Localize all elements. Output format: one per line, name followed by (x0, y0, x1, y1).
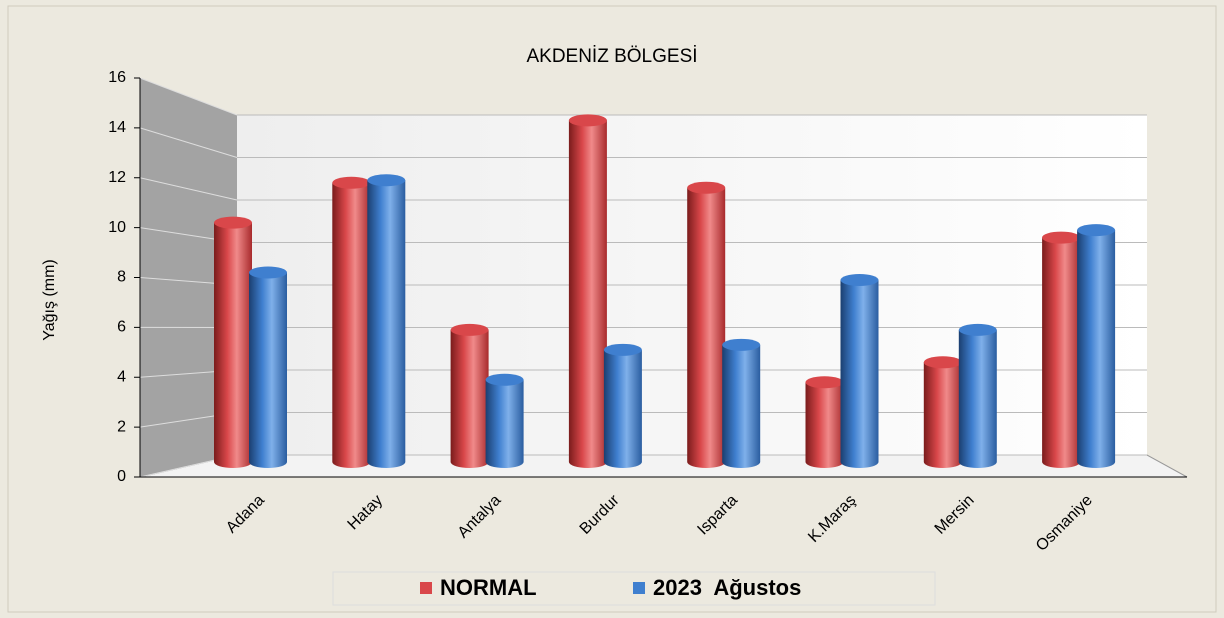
y-tick-label: 4 (117, 368, 126, 385)
bar (332, 176, 371, 469)
legend-label: NORMAL (440, 575, 537, 600)
bar-top (805, 376, 844, 389)
bar-top (450, 323, 489, 336)
bar-body (958, 329, 997, 468)
bar (485, 373, 524, 468)
bar (923, 356, 962, 468)
bar-top (1077, 224, 1116, 237)
legend-swatch (420, 582, 432, 594)
legend-label: 2023 Ağustos (653, 575, 801, 600)
y-tick-label: 0 (117, 468, 126, 485)
bar-body (923, 362, 962, 468)
floor (139, 454, 1188, 478)
bar-body (687, 187, 726, 468)
bar (249, 266, 287, 468)
bar-top (1042, 231, 1081, 244)
bar (958, 323, 997, 468)
bar-body (568, 120, 607, 469)
bar-top (568, 114, 607, 127)
y-tick-label: 2 (117, 418, 126, 435)
bar (367, 174, 406, 468)
bar-top (958, 323, 997, 336)
bar-top (214, 216, 252, 229)
bar (805, 376, 844, 468)
bar (687, 181, 726, 468)
y-tick-label: 8 (117, 269, 126, 286)
bar-top (687, 181, 726, 194)
bar-body (367, 180, 406, 468)
bar (722, 338, 761, 468)
bar-body (1042, 237, 1081, 468)
bar-body (485, 379, 524, 468)
bar-body (840, 279, 879, 468)
y-axis-label: Yağış (mm) (41, 259, 58, 340)
bar-top (603, 343, 642, 356)
chart-title: AKDENİZ BÖLGESİ (526, 46, 697, 67)
bar (603, 343, 642, 468)
y-tick-label: 12 (108, 169, 126, 186)
bar-top (332, 176, 371, 189)
grid-line (139, 177, 238, 201)
y-tick-label: 6 (117, 319, 126, 336)
bar (568, 114, 607, 469)
y-tick-label: 10 (108, 219, 126, 236)
bar-top (367, 174, 406, 187)
bar-top (249, 266, 287, 279)
bar (450, 323, 489, 468)
bar (1077, 224, 1116, 468)
bar-body (805, 382, 844, 468)
bar-body (1077, 230, 1116, 468)
legend-swatch (633, 582, 645, 594)
bar (1042, 231, 1081, 468)
side-wall (140, 78, 237, 477)
bar-top (485, 373, 524, 386)
bar-body (214, 222, 252, 468)
bar-top (840, 273, 879, 286)
bar-body (722, 344, 761, 468)
bar-top (923, 356, 962, 369)
bar-body (603, 349, 642, 468)
bar-top (722, 338, 761, 351)
y-tick-label: 14 (108, 119, 126, 136)
bar-body (332, 182, 371, 469)
y-tick-label: 16 (108, 69, 126, 86)
grid-line (139, 127, 238, 158)
bar-body (450, 329, 489, 468)
bar-body (249, 272, 287, 468)
bar (214, 216, 252, 468)
grid-line (139, 77, 238, 116)
bar (840, 273, 879, 468)
